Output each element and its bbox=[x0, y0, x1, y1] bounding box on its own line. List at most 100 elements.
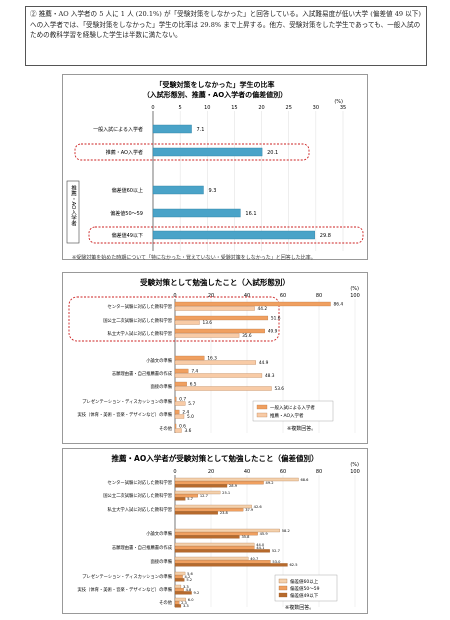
chart3-value-label: 12.7 bbox=[200, 494, 208, 498]
chart2-value-label: 5.0 bbox=[187, 414, 194, 420]
chart3-value-label: 62.5 bbox=[290, 563, 298, 567]
chart3-note: ※複数回答。 bbox=[285, 604, 314, 611]
chart3-value-label: 6.0 bbox=[188, 598, 194, 602]
chart3-value-label: 4.8 bbox=[186, 588, 192, 592]
chart1-unit: (%) bbox=[334, 99, 343, 105]
chart3-bar bbox=[174, 546, 255, 550]
chart2-bar bbox=[174, 396, 177, 402]
chart2-category-label: 国公立二次試験に対応した教科学習 bbox=[103, 317, 172, 324]
chart2-value-label: 13.6 bbox=[202, 320, 212, 326]
chart3-bar bbox=[174, 560, 271, 564]
chart3-value-label: 25.1 bbox=[222, 491, 230, 495]
chart1-tick-label: 10 bbox=[204, 105, 210, 111]
chart3-bar bbox=[174, 578, 185, 582]
chart2-value-label: 2.4 bbox=[182, 410, 189, 416]
chart3-value-label: 3.3 bbox=[183, 604, 189, 608]
chart-panel-no-prep: 「受験対策をしなかった」学生の比率 （入試形態別、推薦・AO入学者の偏差値別） (%… bbox=[62, 74, 368, 260]
chart2-category-label: センター試験に対応した教科学習 bbox=[108, 303, 172, 310]
chart1-value-label: 29.8 bbox=[320, 233, 331, 239]
chart3-value-label: 40.7 bbox=[250, 557, 258, 561]
chart2-legend-label: 推薦・AO入学者 bbox=[270, 412, 304, 419]
chart3-category-label: 小論文の準備 bbox=[146, 530, 172, 537]
chart2-category-label: 小論文の準備 bbox=[146, 357, 172, 364]
chart2-category-label: 志願理由書・自己推薦書の作成 bbox=[112, 370, 173, 377]
chart3-category-label: 面接の準備 bbox=[151, 558, 173, 565]
chart-no-prep: 「受験対策をしなかった」学生の比率（入試形態別、推薦・AO入学者の偏差値別） (%… bbox=[66, 80, 364, 251]
chart-panel-study-by-deviation: 推薦・AO入学者が受験対策として勉強したこと（偏差値別） (%) 0 20 40 60 80… bbox=[62, 448, 368, 614]
chart3-bar bbox=[174, 481, 264, 485]
chart2-unit: (%) bbox=[350, 286, 359, 292]
chart3-tick-label: 80 bbox=[316, 469, 322, 475]
chart2-category-label: 実技（体育・美術・音楽・デザインなど）の準備 bbox=[77, 411, 172, 418]
chart3-title: 推薦・AO入学者が受験対策として勉強したこと（偏差値別） bbox=[112, 453, 319, 463]
chart3-category-label: その他 bbox=[159, 599, 173, 606]
chart2-value-label: 35.6 bbox=[242, 333, 252, 339]
chart3-bar bbox=[174, 575, 183, 579]
chart2-category-label: その他 bbox=[159, 425, 173, 432]
chart3-bar bbox=[174, 542, 255, 547]
chart2-tick-label: 0 bbox=[173, 293, 176, 299]
chart2-value-label: 0.7 bbox=[179, 397, 186, 403]
chart3-value-label: 68.6 bbox=[300, 478, 309, 482]
chart2-value-label: 48.3 bbox=[265, 373, 275, 379]
chart3-bar bbox=[174, 588, 184, 592]
chart2-bar bbox=[174, 333, 240, 338]
chart2-legend-swatch bbox=[256, 412, 268, 418]
chart3-value-label: 44.1 bbox=[256, 546, 264, 550]
chart1-bar bbox=[152, 147, 263, 157]
chart2-bar bbox=[174, 428, 182, 433]
chart3-value-label: 53.0 bbox=[272, 560, 281, 564]
chart3-tick-label: 40 bbox=[244, 469, 250, 475]
chart1-bar bbox=[152, 185, 204, 195]
chart1-group-label: 推薦・AO入学者 bbox=[70, 184, 77, 227]
chart2-tick-label: 80 bbox=[316, 293, 322, 299]
chart3-value-label: 58.2 bbox=[282, 529, 290, 533]
chart3-bar bbox=[174, 497, 186, 501]
chart3-bar bbox=[174, 597, 186, 602]
chart2-value-label: 86.4 bbox=[334, 302, 344, 308]
chart1-title-line1: 「受験対策をしなかった」学生の比率 bbox=[156, 80, 275, 89]
chart2-category-label: 面接の準備 bbox=[151, 383, 173, 390]
chart1-category-label: 偏差値50～59 bbox=[110, 210, 143, 217]
chart3-category-label: 実技（体育・美術・音楽・デザインなど）の準備 bbox=[77, 586, 172, 593]
chart1-bar bbox=[152, 124, 192, 134]
chart3-legend-swatch bbox=[278, 578, 288, 584]
chart3-value-label: 9.2 bbox=[194, 591, 200, 595]
chart3-tick-label: 100 bbox=[350, 469, 360, 475]
chart2-value-label: 5.7 bbox=[188, 401, 195, 407]
chart1-value-label: 7.1 bbox=[197, 127, 205, 133]
chart3-bar bbox=[174, 532, 258, 536]
chart2-bar bbox=[174, 360, 256, 365]
chart1-highlight-dev49 bbox=[88, 226, 364, 244]
chart3-category-label: センター試験に対応した教科学習 bbox=[108, 479, 172, 486]
chart2-tick-label: 100 bbox=[350, 293, 360, 299]
chart2-bar bbox=[174, 401, 186, 406]
chart2-legend-swatch bbox=[256, 404, 268, 410]
chart3-value-label: 5.6 bbox=[187, 572, 193, 576]
chart2-value-label: 44.9 bbox=[259, 360, 269, 366]
chart2-bar bbox=[174, 414, 185, 419]
chart3-value-label: 2.3 bbox=[181, 601, 187, 605]
chart3-value-label: 35.8 bbox=[241, 535, 250, 539]
chart1-tick-label: 35 bbox=[340, 105, 346, 111]
chart3-value-label: 45.9 bbox=[260, 532, 269, 536]
chart1-bar bbox=[152, 208, 241, 218]
chart2-bar bbox=[174, 328, 265, 334]
chart3-bar bbox=[174, 504, 252, 509]
chart2-value-label: 16.3 bbox=[207, 356, 217, 362]
chart3-tick-label: 0 bbox=[173, 469, 176, 475]
chart3-bar bbox=[174, 477, 299, 482]
chart3-value-label: 5.2 bbox=[186, 578, 192, 582]
chart2-value-label: 51.6 bbox=[271, 316, 281, 322]
chart1-value-label: 9.3 bbox=[208, 188, 216, 194]
chart2-note: ※複数回答。 bbox=[287, 425, 316, 432]
chart2-value-label: 44.2 bbox=[258, 306, 268, 312]
chart3-value-label: 28.9 bbox=[229, 484, 238, 488]
chart3-legend-label: 偏差値50～59 bbox=[290, 585, 320, 592]
chart2-bar bbox=[174, 409, 180, 415]
chart3-category-label: 志願理由書・自己推薦書の作成 bbox=[112, 544, 173, 551]
chart3-value-label: 37.9 bbox=[245, 508, 254, 512]
chart1-tick-label: 30 bbox=[313, 105, 319, 111]
chart3-bar bbox=[174, 591, 192, 595]
chart3-bar bbox=[174, 549, 270, 553]
